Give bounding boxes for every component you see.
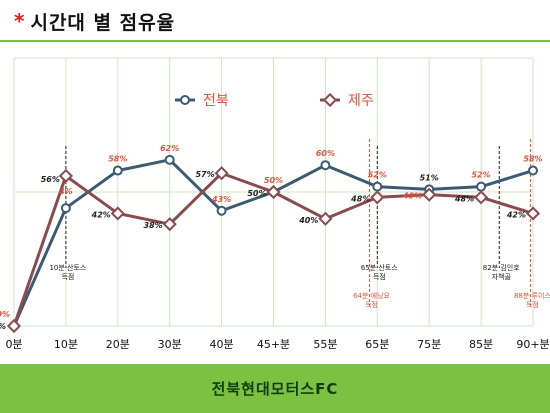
asterisk-icon: * <box>14 9 25 33</box>
goal-annotation-text: 64분 에닝요 <box>353 291 390 300</box>
goal-annotation-text: 자책골 <box>492 272 512 281</box>
goal-annotation-text: 88분 루이스 <box>514 291 550 300</box>
goal-annotation-text: 득점 <box>365 301 378 309</box>
data-point-jeju <box>266 184 281 200</box>
data-label-jeju: 38% <box>144 221 163 230</box>
data-label-jeju: 48% <box>454 194 474 203</box>
page-title: * 시간대 별 점유율 <box>14 6 175 36</box>
goal-annotation-text: 65분 산토스 <box>361 263 398 272</box>
goal-annotation-text: 82분 김인호 <box>483 263 520 272</box>
data-point-jeju <box>6 318 22 334</box>
data-label-jeonbuk: % <box>0 322 6 331</box>
data-point-jeju <box>162 217 177 232</box>
page-title-text: 시간대 별 점유율 <box>30 11 176 34</box>
goal-annotation-text: 득점 <box>526 301 539 309</box>
data-label-jeonbuk: 58% <box>523 155 542 164</box>
x-tick-label: 30분 <box>158 338 182 351</box>
data-label-jeju: 49% <box>402 192 422 201</box>
data-label-jeonbuk: 50% <box>264 176 283 185</box>
data-label-jeju: 4% <box>58 187 73 196</box>
data-point-jeju <box>370 190 385 205</box>
data-label-jeonbuk: 51% <box>420 173 439 182</box>
data-label-jeju: 0% <box>0 310 10 319</box>
x-tick-label: 10분 <box>54 338 78 351</box>
footer-club-name: 전북현대모터스FC <box>211 380 339 398</box>
data-label-jeju: 42% <box>506 210 526 219</box>
data-label-jeju: 42% <box>91 210 111 219</box>
footer-banner: 전북현대모터스FC <box>0 364 550 413</box>
legend-label: 전북 <box>203 93 229 109</box>
data-label-jeonbuk: 62% <box>160 144 179 153</box>
x-tick-label: 85분 <box>469 338 493 351</box>
data-point-jeonbuk <box>528 165 538 176</box>
data-point-jeju <box>58 168 73 183</box>
data-label-jeju: 57% <box>195 170 214 179</box>
data-label-jeonbuk: 43% <box>211 195 231 204</box>
goal-annotation-text: 10분 산토스 <box>49 263 86 272</box>
legend-marker <box>322 92 338 108</box>
data-label-jeju: 50% <box>247 189 266 198</box>
title-divider <box>0 40 550 42</box>
data-point-jeonbuk <box>372 181 383 192</box>
goal-annotation-text: 득점 <box>373 273 386 281</box>
goal-annotation-text: 득점 <box>61 273 74 281</box>
legend-marker <box>180 95 190 105</box>
x-tick-label: 65분 <box>365 338 389 351</box>
data-point-jeju <box>318 211 333 226</box>
data-label-jeonbuk: 52% <box>472 171 491 180</box>
data-label-jeonbuk: 52% <box>368 171 387 180</box>
data-label-jeju: 48% <box>350 194 370 203</box>
data-point-jeonbuk <box>216 205 227 216</box>
data-point-jeju <box>474 190 489 205</box>
data-point-jeonbuk <box>320 160 331 171</box>
x-tick-label: 40분 <box>210 338 234 351</box>
data-label-jeonbuk: 58% <box>108 155 127 164</box>
x-tick-label: 55분 <box>313 338 337 351</box>
x-tick-label: 0분 <box>5 338 22 351</box>
data-point-jeonbuk <box>164 154 175 165</box>
data-point-jeonbuk <box>60 203 71 214</box>
data-label-jeonbuk: 56% <box>41 175 60 184</box>
data-point-jeonbuk <box>476 181 487 192</box>
x-tick-label: 20분 <box>106 338 130 351</box>
data-point-jeju <box>422 187 437 202</box>
x-tick-label: 45+분 <box>257 338 290 351</box>
data-point-jeonbuk <box>112 165 123 176</box>
data-label-jeonbuk: 60% <box>316 149 335 158</box>
legend-label: 제주 <box>348 93 374 109</box>
data-point-jeju <box>110 206 125 221</box>
data-label-jeju: 40% <box>298 216 318 225</box>
data-point-jeju <box>214 166 229 181</box>
data-point-jeju <box>525 206 541 221</box>
x-tick-label: 75분 <box>417 338 441 351</box>
x-tick-label: 90+분 <box>516 338 549 351</box>
